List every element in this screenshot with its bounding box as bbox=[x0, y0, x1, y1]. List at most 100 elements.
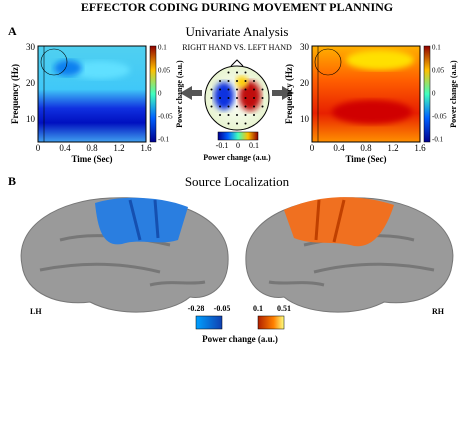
hemisphere-label: RH bbox=[432, 307, 445, 316]
electrode bbox=[244, 71, 247, 74]
electrode bbox=[236, 71, 238, 74]
colorbar bbox=[217, 131, 259, 141]
x-tick-label: 0.4 bbox=[59, 143, 71, 153]
y-tick-label: 10 bbox=[300, 114, 310, 124]
electrode bbox=[227, 97, 230, 99]
panel-label: A bbox=[8, 24, 17, 38]
electrode bbox=[236, 122, 238, 125]
contrast-label: RIGHT HAND VS. LEFT HAND bbox=[182, 43, 292, 52]
hemisphere-label: LH bbox=[30, 307, 42, 316]
electrode bbox=[219, 97, 221, 99]
panel-label: B bbox=[8, 174, 16, 188]
colorbar-tick-label: -0.28 bbox=[188, 304, 205, 313]
arrow bbox=[180, 86, 202, 100]
electrode bbox=[219, 114, 221, 116]
colorbar-tick-label: 0.1 bbox=[249, 141, 259, 150]
x-tick-label: 1.6 bbox=[140, 143, 152, 153]
electrode bbox=[219, 80, 221, 82]
electrode bbox=[261, 97, 264, 99]
electrode bbox=[236, 88, 238, 91]
panel-title: Univariate Analysis bbox=[186, 24, 289, 39]
brain-left bbox=[20, 197, 229, 313]
electrode bbox=[236, 97, 238, 99]
electrode bbox=[227, 88, 230, 91]
electrode bbox=[244, 105, 247, 108]
y-tick-label: 20 bbox=[26, 78, 36, 88]
panel-title: Source Localization bbox=[185, 174, 290, 189]
colorbar-label: Power change (a.u.) bbox=[202, 334, 278, 344]
electrode bbox=[227, 105, 230, 108]
x-tick-label: 0 bbox=[36, 143, 41, 153]
electrode bbox=[210, 105, 213, 108]
electrode bbox=[244, 122, 247, 125]
colorbar bbox=[149, 45, 157, 143]
electrode bbox=[219, 105, 221, 108]
colorbar-tick-label: -0.1 bbox=[432, 136, 444, 144]
x-tick-label: 0.8 bbox=[86, 143, 98, 153]
electrode bbox=[227, 114, 230, 116]
electrode bbox=[236, 114, 238, 116]
x-tick-label: 0 bbox=[310, 143, 315, 153]
y-axis-label: Frequency (Hz) bbox=[284, 64, 294, 124]
x-axis-label: Time (Sec) bbox=[345, 154, 386, 164]
electrode bbox=[253, 105, 255, 108]
y-tick-label: 30 bbox=[300, 42, 310, 52]
x-tick-label: 0.4 bbox=[333, 143, 345, 153]
electrode bbox=[210, 88, 213, 91]
electrode bbox=[236, 105, 238, 108]
electrode bbox=[253, 80, 255, 82]
arrow bbox=[272, 86, 294, 100]
colorbar-tick-label: -0.1 bbox=[216, 141, 229, 150]
colorbar-tick-label: 0.1 bbox=[158, 44, 167, 52]
figure-title: EFFECTOR CODING DURING MOVEMENT PLANNING bbox=[81, 0, 393, 14]
colorbar-tick-label: 0 bbox=[158, 90, 162, 98]
electrode bbox=[244, 88, 247, 91]
y-tick-label: 20 bbox=[300, 78, 310, 88]
electrode bbox=[253, 88, 255, 91]
electrode bbox=[219, 88, 221, 91]
x-tick-label: 1.6 bbox=[414, 143, 426, 153]
y-tick-label: 30 bbox=[26, 42, 36, 52]
colorbar-tick-label: 0.05 bbox=[432, 67, 445, 75]
colorbar-tick-label: -0.1 bbox=[158, 136, 170, 144]
colorbar-tick-label: 0 bbox=[432, 90, 436, 98]
electrode bbox=[244, 97, 247, 99]
electrode bbox=[227, 122, 230, 125]
electrode bbox=[253, 114, 255, 116]
topography bbox=[204, 59, 270, 131]
colorbar-tick-label: 0.1 bbox=[253, 304, 263, 313]
heatmap-blob bbox=[346, 50, 414, 70]
head-icon bbox=[40, 48, 68, 76]
electrode bbox=[244, 80, 247, 82]
colorbar bbox=[423, 45, 431, 143]
x-tick-label: 1.2 bbox=[113, 143, 124, 153]
colorbar-tick-label: 0 bbox=[236, 141, 240, 150]
heatmap-blob bbox=[332, 100, 412, 124]
colorbar bbox=[257, 315, 285, 330]
colorbar bbox=[195, 315, 223, 330]
y-tick-label: 10 bbox=[26, 114, 36, 124]
plot-frame bbox=[37, 45, 147, 143]
electrode bbox=[227, 80, 230, 82]
colorbar-tick-label: -0.05 bbox=[432, 113, 447, 121]
x-tick-label: 0.8 bbox=[360, 143, 372, 153]
electrode bbox=[210, 97, 213, 99]
brain-right bbox=[245, 197, 454, 313]
colorbar-tick-label: -0.05 bbox=[214, 304, 231, 313]
electrode bbox=[253, 97, 255, 99]
colorbar-label: Power change (a.u.) bbox=[449, 60, 458, 128]
electrode bbox=[236, 80, 238, 82]
heatmap-blob bbox=[70, 61, 130, 79]
heatmap bbox=[38, 46, 146, 142]
colorbar-label: Power change (a.u.) bbox=[175, 60, 184, 128]
head-icon bbox=[314, 48, 342, 76]
electrode bbox=[261, 88, 264, 91]
electrode bbox=[244, 114, 247, 116]
heatmap-blob bbox=[54, 60, 82, 76]
plot-frame bbox=[311, 45, 421, 143]
colorbar-tick-label: -0.05 bbox=[158, 113, 173, 121]
colorbar-tick-label: 0.1 bbox=[432, 44, 441, 52]
colorbar-tick-label: 0.51 bbox=[277, 304, 291, 313]
colorbar-label: Power change (a.u.) bbox=[203, 153, 271, 162]
